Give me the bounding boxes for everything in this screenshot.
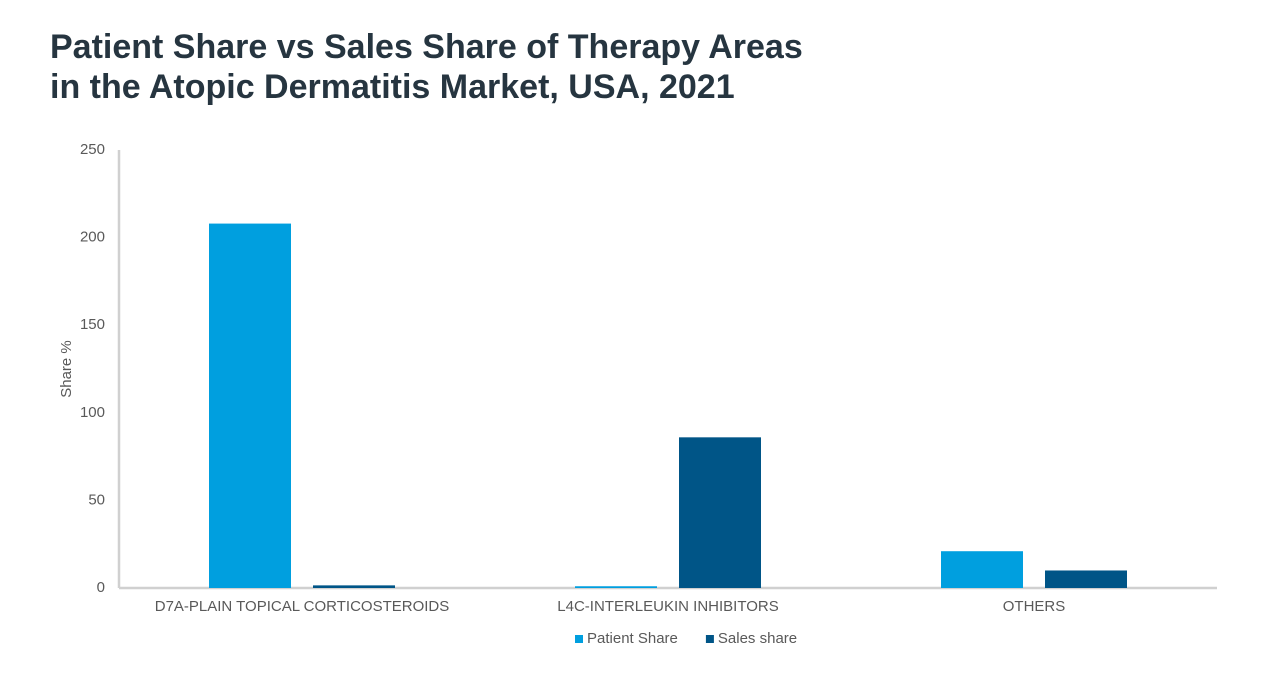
x-tick-label: L4C-INTERLEUKIN INHIBITORS (557, 598, 778, 615)
bar (1045, 570, 1127, 588)
y-tick-label: 50 (88, 491, 105, 508)
y-axis-label: Share % (58, 340, 75, 398)
x-tick-label: D7A-PLAIN TOPICAL CORTICOSTEROIDS (155, 598, 450, 615)
legend-swatch (575, 635, 583, 643)
bar (941, 551, 1023, 588)
legend-label: Sales share (718, 630, 797, 647)
y-tick-label: 250 (80, 141, 105, 158)
chart-title: in the Atopic Dermatitis Market, USA, 20… (50, 68, 735, 106)
y-tick-label: 200 (80, 229, 105, 246)
legend-label: Patient Share (587, 630, 678, 647)
y-tick-label: 100 (80, 404, 105, 421)
y-tick-label: 150 (80, 316, 105, 333)
bar (679, 437, 761, 588)
legend-swatch (705, 635, 714, 643)
chart-title: Patient Share vs Sales Share of Therapy … (50, 28, 803, 66)
bar (209, 223, 291, 589)
x-tick-label: OTHERS (1003, 598, 1066, 615)
y-tick-label: 0 (97, 579, 105, 596)
bar (575, 586, 657, 588)
bar (313, 585, 395, 588)
